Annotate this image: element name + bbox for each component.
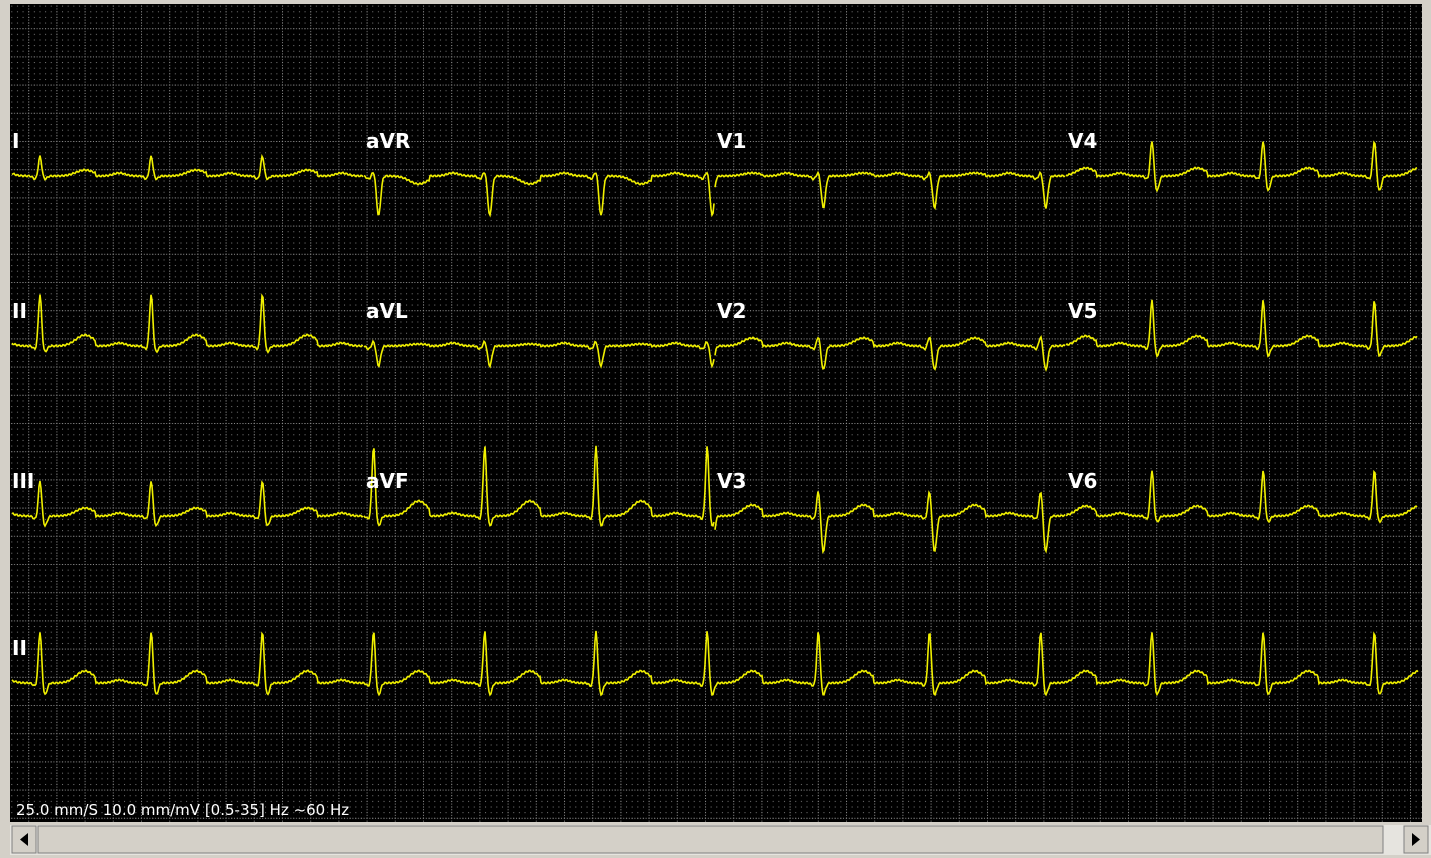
left-arrow (20, 833, 28, 846)
settings-footer: 25.0 mm/S 10.0 mm/mV [0.5-35] Hz ~60 Hz (16, 801, 349, 819)
right-arrow (1412, 833, 1420, 846)
lead-label: II (12, 299, 27, 323)
lead-label: III (12, 469, 34, 493)
lead-label: V2 (717, 299, 746, 323)
ecg-trace (363, 339, 715, 369)
ecg-trace (1065, 469, 1418, 524)
lead-label: V3 (717, 469, 746, 493)
ecg-trace (363, 445, 715, 527)
ecg-trace (1065, 140, 1418, 193)
ecg-trace (714, 334, 1066, 373)
ecg-trace (11, 480, 364, 528)
major-grid (10, 4, 1422, 822)
lead-label: V4 (1068, 129, 1097, 153)
lead-label: V5 (1068, 299, 1097, 323)
lead-label: I (12, 129, 19, 153)
lead-label: aVL (366, 299, 408, 323)
lead-label: V1 (717, 129, 746, 153)
ecg-trace (714, 170, 1066, 211)
ecg-trace (1065, 299, 1418, 359)
ecg-trace (11, 630, 1419, 697)
lead-label: V6 (1068, 469, 1097, 493)
lead-label: aVF (366, 469, 409, 493)
lead-label: II (12, 636, 27, 660)
ecg-trace (11, 293, 364, 354)
traces (11, 140, 1419, 697)
ecg-trace (363, 171, 715, 218)
scrollbar[interactable] (10, 825, 1431, 855)
lead-label: aVR (366, 129, 410, 153)
scroll-thumb[interactable] (37, 825, 1384, 854)
ecg-trace (11, 153, 364, 181)
ecg-trace (714, 490, 1066, 554)
